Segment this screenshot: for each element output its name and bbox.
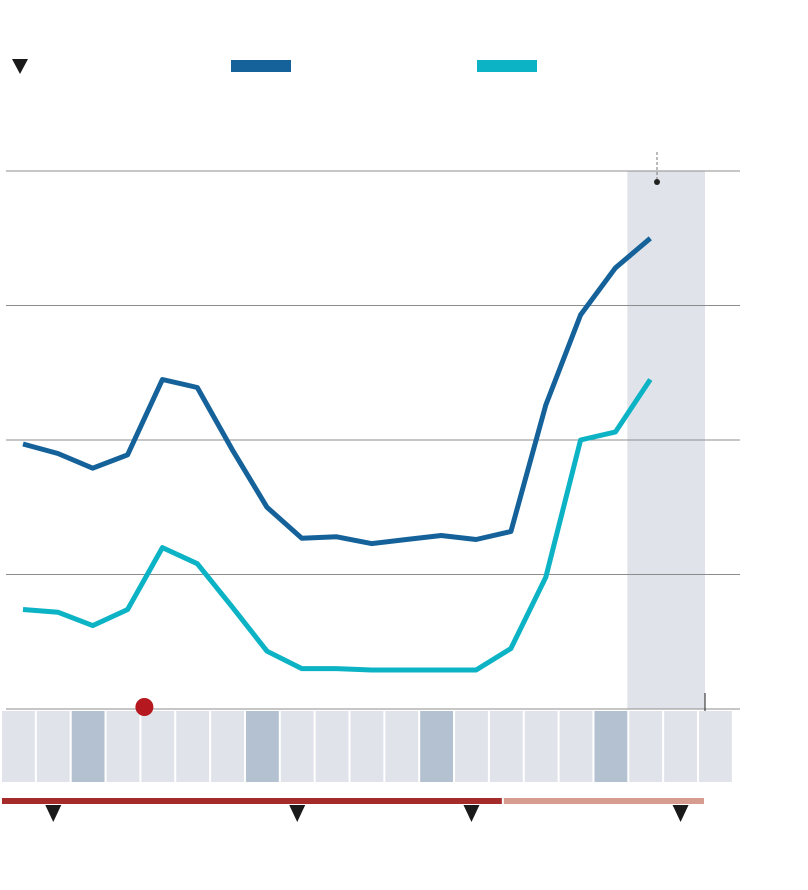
series-light-line: [22, 378, 653, 673]
series-dark-line: [22, 236, 652, 547]
legend: [12, 59, 537, 74]
series-dark-swatch: [231, 60, 291, 72]
timeline-cell: [629, 711, 663, 782]
series-light-swatch: [477, 60, 537, 72]
timeline-cell: [2, 711, 35, 782]
down-triangle-icon: [463, 805, 480, 822]
timeline-cell: [71, 711, 105, 782]
period-bar-light: [503, 798, 704, 804]
down-triangle-icon: [12, 59, 28, 74]
period-bars: [2, 798, 704, 804]
timeline-cell: [559, 711, 593, 782]
timeline-cell: [524, 711, 558, 782]
series-lines: [22, 236, 653, 673]
timeline-cell: [699, 711, 732, 782]
timeline-cell: [664, 711, 697, 782]
timeline-cell: [455, 711, 488, 782]
down-triangle-icon: [672, 805, 689, 822]
down-triangle-icon: [45, 805, 62, 822]
annotation-dot: [654, 179, 660, 185]
gridlines: [6, 170, 740, 710]
timeline-cell: [176, 711, 210, 782]
timeline-cell: [315, 711, 349, 782]
period-bar-dark: [2, 798, 502, 804]
triangle-markers: [45, 805, 689, 822]
timeline-cell: [141, 711, 175, 782]
timeline-cell: [420, 711, 454, 782]
timeline-cell: [489, 711, 523, 782]
red-dot-marker: [135, 698, 154, 716]
timeline-cell: [245, 711, 279, 782]
timeline-strip: [2, 698, 732, 782]
timeline-cell: [350, 711, 384, 782]
timeline-cell: [385, 711, 419, 782]
timeline-cell: [106, 711, 140, 782]
timeline-cell: [211, 711, 244, 782]
timeline-cell: [594, 711, 628, 782]
timeline-cell: [280, 711, 314, 782]
down-triangle-icon: [289, 805, 306, 822]
timeline-cell: [36, 711, 70, 782]
